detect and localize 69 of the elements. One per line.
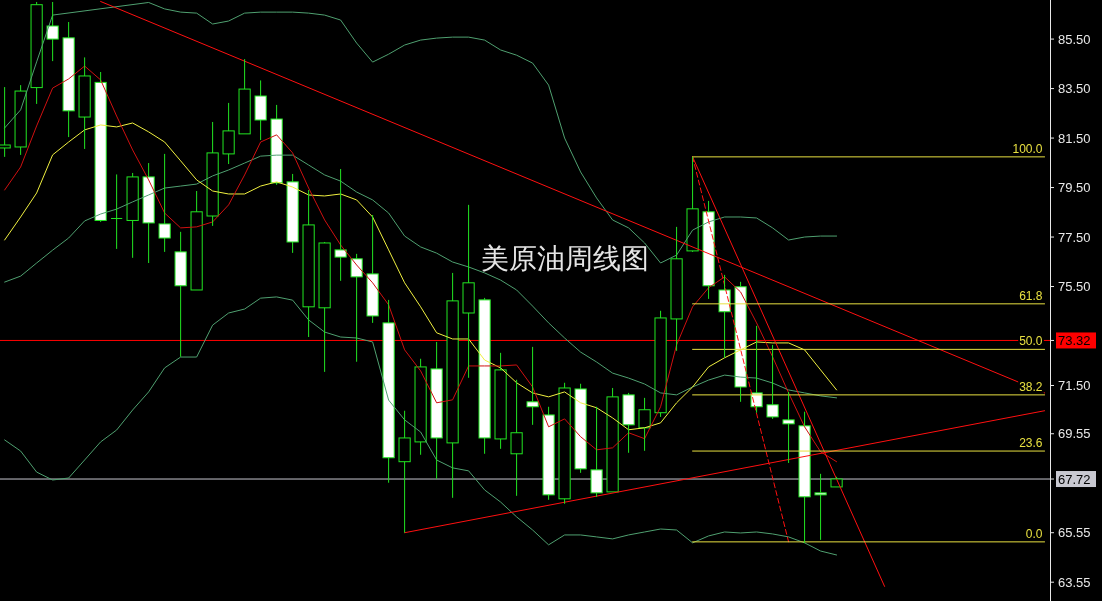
candlestick (670, 226, 683, 352)
candlestick (782, 391, 795, 464)
candlestick (462, 204, 475, 379)
y-tick-label: 77.50 (1058, 229, 1091, 245)
candlestick (334, 168, 347, 282)
candlestick (302, 189, 315, 338)
candlestick (478, 297, 491, 455)
candlestick (206, 121, 219, 227)
candlestick (510, 379, 523, 497)
candlestick (430, 341, 443, 480)
candlestick (686, 156, 699, 252)
candlestick (542, 406, 555, 501)
y-tick-label: 69.55 (1058, 426, 1091, 442)
candlestick (190, 190, 203, 291)
y-tick-label: 83.50 (1058, 81, 1091, 97)
candlestick (590, 406, 603, 498)
series-label: 61.8 (1019, 288, 1043, 303)
y-tick-label: 63.55 (1058, 574, 1091, 590)
candlestick (766, 344, 779, 420)
candlestick (238, 58, 251, 135)
candlestick (78, 56, 91, 150)
y-tick-label: 79.50 (1058, 180, 1091, 196)
candlestick (654, 310, 667, 418)
candlestick (46, 1, 59, 62)
candlestick (638, 397, 651, 452)
candlestick (0, 86, 11, 158)
y-tick-label: 81.50 (1058, 130, 1091, 146)
candlestick (30, 1, 43, 105)
candlestick (798, 411, 811, 544)
y-tick-label: 73.32 (1058, 332, 1091, 348)
candlestick (350, 253, 363, 363)
candlestick (526, 346, 539, 426)
candlestick (270, 104, 283, 186)
candlestick (494, 352, 507, 450)
candlestick (558, 382, 571, 505)
series-label: 23.6 (1019, 436, 1043, 451)
candlestick (622, 392, 635, 454)
candlestick (446, 272, 459, 499)
y-tick-label: 67.72 (1058, 471, 1091, 487)
series-label: 38.2 (1019, 379, 1043, 394)
series-label: 100.0 (1012, 141, 1043, 156)
candlestick (126, 172, 139, 259)
candlestick (366, 214, 379, 324)
candlestick (158, 153, 171, 253)
candlestick (222, 102, 235, 165)
y-tick-label: 71.50 (1058, 377, 1091, 393)
candlestick (142, 162, 155, 264)
candlestick (318, 242, 331, 373)
candlestick (111, 173, 123, 250)
text: 美原油周线图 (481, 243, 649, 274)
series-label: 50.0 (1019, 334, 1043, 349)
candlestick (14, 84, 27, 156)
candlestick (382, 299, 395, 484)
candlestick (94, 71, 107, 221)
y-tick-label: 65.55 (1058, 525, 1091, 541)
candlestick (814, 473, 827, 541)
candlestick (414, 358, 427, 456)
candlestick (718, 274, 731, 359)
candlestick (606, 387, 619, 493)
candlestick (398, 410, 411, 534)
candlestick (254, 79, 267, 141)
candlestick (174, 231, 187, 358)
candlestick (286, 173, 299, 254)
candlestick (62, 21, 75, 138)
series-label: 0.0 (1025, 526, 1043, 541)
candlestick (574, 383, 587, 474)
y-tick-label: 85.50 (1058, 31, 1091, 47)
candlestick (702, 200, 715, 300)
y-tick-label: 75.50 (1058, 279, 1091, 295)
